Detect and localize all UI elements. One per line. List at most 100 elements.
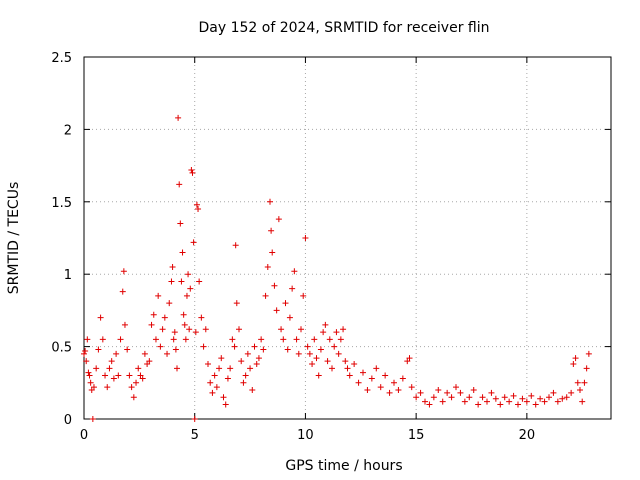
data-point (157, 343, 164, 350)
data-point (211, 372, 218, 379)
data-point (484, 398, 490, 405)
data-point (306, 350, 313, 357)
data-point (497, 401, 504, 408)
data-point (291, 268, 298, 275)
data-point (466, 394, 473, 401)
data-point (148, 321, 155, 328)
data-point (209, 389, 216, 396)
data-point (117, 336, 124, 343)
data-point (426, 401, 433, 408)
data-point (152, 336, 159, 343)
data-point (166, 300, 173, 307)
data-point (373, 365, 380, 372)
data-point (191, 416, 198, 422)
data-point (320, 329, 327, 336)
data-point (170, 336, 177, 343)
data-point (457, 389, 464, 396)
data-point (89, 416, 96, 422)
x-tick-label: 20 (519, 428, 536, 443)
data-point (304, 343, 311, 350)
data-point (351, 360, 358, 367)
data-point (537, 395, 544, 402)
data-point (255, 355, 262, 362)
data-point (180, 311, 187, 318)
data-point (298, 326, 304, 333)
data-point (324, 358, 331, 365)
data-point (99, 336, 106, 343)
data-point (97, 314, 104, 321)
data-point (579, 398, 586, 405)
data-point (205, 360, 211, 367)
data-point (247, 365, 254, 372)
x-tick-label: 5 (191, 428, 199, 443)
data-point (172, 346, 179, 353)
data-point (523, 398, 530, 405)
data-point (240, 379, 247, 386)
data-point (581, 379, 588, 386)
data-point (108, 358, 115, 365)
data-point (515, 401, 521, 408)
data-point (192, 329, 199, 336)
data-point (293, 336, 300, 343)
data-point (585, 350, 592, 357)
y-tick-label: 2 (64, 123, 72, 138)
x-axis-title: GPS time / hours (285, 458, 402, 474)
data-point (264, 263, 271, 270)
data-point (207, 379, 214, 386)
data-point (475, 401, 482, 408)
data-point (422, 398, 428, 405)
data-point (340, 326, 347, 333)
data-point (568, 389, 575, 396)
data-point (232, 242, 239, 249)
data-point (311, 336, 318, 343)
data-point (510, 392, 517, 399)
data-point (399, 375, 406, 382)
data-point (335, 350, 342, 357)
data-point (541, 398, 548, 405)
data-point (121, 321, 128, 328)
data-point (546, 394, 552, 401)
data-point (229, 336, 236, 343)
data-point (506, 398, 513, 405)
data-point (377, 384, 384, 391)
data-point (130, 394, 137, 401)
data-point (528, 392, 535, 399)
data-point (161, 314, 168, 321)
data-point (253, 360, 260, 367)
data-point (386, 389, 393, 396)
data-point (182, 336, 189, 343)
data-point (360, 369, 366, 376)
data-point (295, 350, 302, 357)
data-point (333, 329, 340, 336)
data-point (268, 227, 275, 234)
data-point (430, 394, 437, 401)
data-point (453, 384, 459, 391)
data-point (216, 365, 223, 372)
data-point (181, 321, 188, 328)
y-tick-label: 0.5 (51, 341, 72, 356)
x-tick-label: 0 (80, 428, 88, 443)
data-point (155, 292, 162, 299)
x-tick-label: 15 (408, 428, 425, 443)
data-point (227, 365, 234, 372)
data-point (183, 292, 190, 299)
data-point (82, 347, 89, 354)
data-point (492, 395, 499, 402)
data-point (87, 379, 94, 386)
data-point (501, 394, 508, 401)
data-point (195, 206, 202, 213)
data-point (135, 365, 142, 372)
data-point (342, 358, 349, 365)
data-point (435, 387, 442, 394)
data-point (315, 372, 322, 379)
data-point (84, 336, 91, 343)
data-point (120, 268, 127, 275)
data-point (139, 375, 146, 382)
data-point (164, 350, 171, 357)
data-point (179, 249, 186, 256)
x-tick-label: 10 (297, 428, 314, 443)
data-point (262, 292, 269, 299)
data-point (284, 346, 291, 353)
data-point (275, 216, 282, 223)
